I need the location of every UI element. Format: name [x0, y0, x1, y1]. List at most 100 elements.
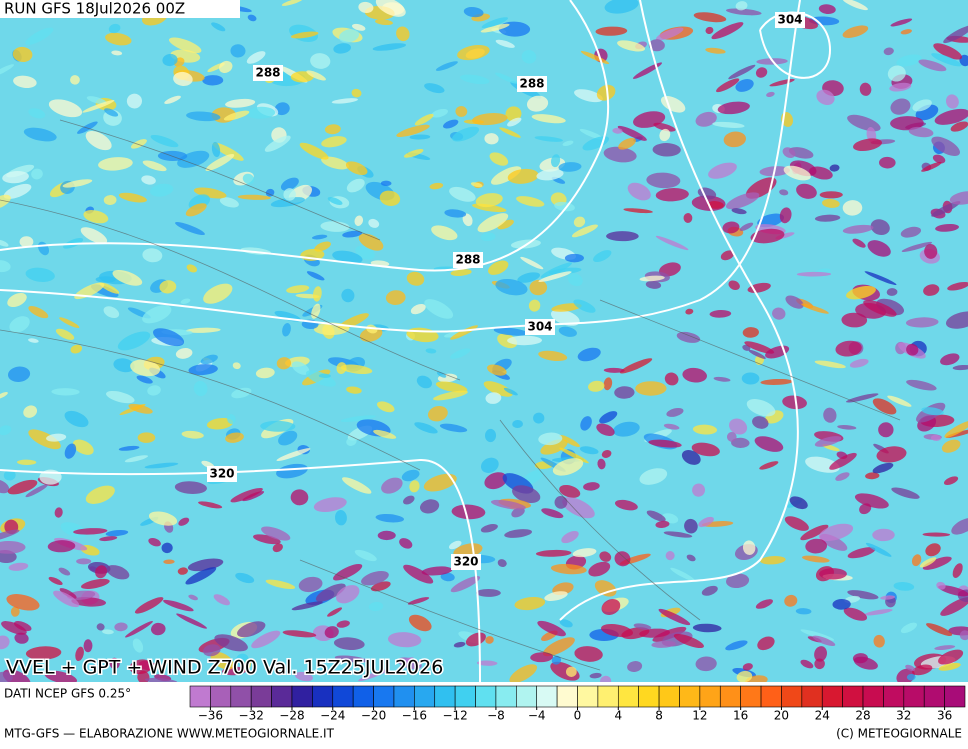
- field-blob: [495, 39, 515, 48]
- field-blob: [483, 381, 513, 397]
- field-blob: [612, 127, 623, 134]
- field-blob: [550, 563, 587, 575]
- field-blob: [507, 168, 539, 184]
- field-blob: [85, 485, 115, 504]
- field-blob: [331, 98, 358, 104]
- field-blob: [450, 576, 481, 593]
- field-blob: [603, 367, 625, 373]
- field-blob: [409, 480, 420, 493]
- colorbar-swatch: [210, 685, 232, 708]
- field-blob: [766, 91, 775, 98]
- field-blob: [246, 51, 266, 64]
- field-blob: [354, 215, 364, 226]
- field-blob: [540, 262, 573, 278]
- field-blob: [379, 190, 401, 206]
- field-blob: [198, 501, 223, 509]
- field-blob: [235, 572, 255, 584]
- field-blob: [887, 395, 912, 407]
- field-blob: [410, 303, 426, 315]
- field-blob: [188, 364, 218, 376]
- field-blob: [28, 429, 61, 450]
- field-blob: [290, 31, 319, 39]
- field-blob: [150, 183, 174, 197]
- field-blob: [801, 303, 829, 314]
- field-blob: [818, 4, 836, 15]
- field-blob: [943, 476, 959, 486]
- field-blob: [354, 549, 377, 562]
- field-blob: [53, 590, 80, 608]
- field-blob: [514, 597, 546, 611]
- field-blob: [358, 1, 374, 13]
- field-blob: [601, 624, 634, 638]
- field-blob: [717, 101, 750, 115]
- field-blob: [949, 191, 968, 205]
- field-blob: [83, 639, 93, 653]
- field-blob: [376, 401, 395, 413]
- field-blob: [891, 487, 920, 499]
- field-blob: [752, 416, 769, 429]
- field-blob: [368, 601, 384, 612]
- field-blob: [618, 138, 636, 150]
- field-blob: [387, 632, 422, 648]
- field-blob: [533, 412, 545, 424]
- field-blob: [403, 149, 424, 158]
- field-blob: [111, 50, 123, 56]
- field-blob: [842, 0, 868, 11]
- field-blob: [136, 375, 153, 384]
- field-blob: [102, 629, 114, 635]
- field-blob: [503, 387, 518, 396]
- field-blob: [772, 307, 786, 320]
- field-blob: [593, 250, 612, 263]
- field-blob: [175, 348, 193, 359]
- field-blob: [520, 256, 544, 270]
- field-blob: [639, 468, 668, 485]
- field-blob: [943, 25, 968, 44]
- field-blob: [0, 194, 11, 209]
- field-blob: [890, 18, 913, 27]
- field-blob: [128, 403, 153, 414]
- colorbar-tick-label: 0: [574, 709, 582, 723]
- colorbar-tick-label: 4: [614, 709, 622, 723]
- field-blob: [497, 559, 507, 567]
- field-blob: [695, 656, 717, 672]
- field-blob: [823, 407, 837, 423]
- field-blob: [938, 585, 968, 597]
- field-blob: [923, 284, 940, 296]
- field-blob: [683, 213, 693, 223]
- field-blob: [504, 529, 533, 538]
- field-blob: [202, 75, 224, 86]
- field-blob: [632, 62, 663, 79]
- field-blob: [0, 541, 26, 554]
- field-blob: [599, 411, 618, 424]
- field-blob: [117, 331, 151, 351]
- field-blob: [185, 203, 207, 217]
- field-blob: [900, 226, 922, 238]
- colorbar-swatch: [556, 685, 578, 708]
- field-blob: [346, 178, 365, 193]
- field-blob: [940, 597, 968, 616]
- footer-left: MTG-GFS — ELABORAZIONE WWW.METEOGIORNALE…: [4, 727, 335, 741]
- field-blob: [0, 635, 10, 650]
- field-blob: [62, 179, 93, 188]
- field-blob: [444, 209, 467, 218]
- field-blob: [103, 195, 117, 206]
- field-blob: [264, 135, 291, 152]
- field-blob: [450, 269, 472, 276]
- field-blob: [338, 29, 360, 43]
- field-blob: [890, 98, 911, 115]
- field-blob: [759, 461, 779, 470]
- field-blob: [559, 619, 573, 628]
- field-blob: [788, 147, 814, 159]
- field-blob: [779, 189, 789, 196]
- field-blob: [7, 366, 31, 382]
- field-blob: [726, 573, 750, 589]
- field-blob: [25, 27, 54, 45]
- field-blob: [614, 386, 635, 399]
- colorbar-swatch: [577, 685, 599, 708]
- field-blob: [559, 434, 580, 447]
- field-blob: [613, 421, 640, 437]
- field-blob: [488, 260, 509, 275]
- field-blob: [639, 275, 665, 282]
- field-blob: [125, 621, 153, 638]
- field-blob: [805, 538, 828, 554]
